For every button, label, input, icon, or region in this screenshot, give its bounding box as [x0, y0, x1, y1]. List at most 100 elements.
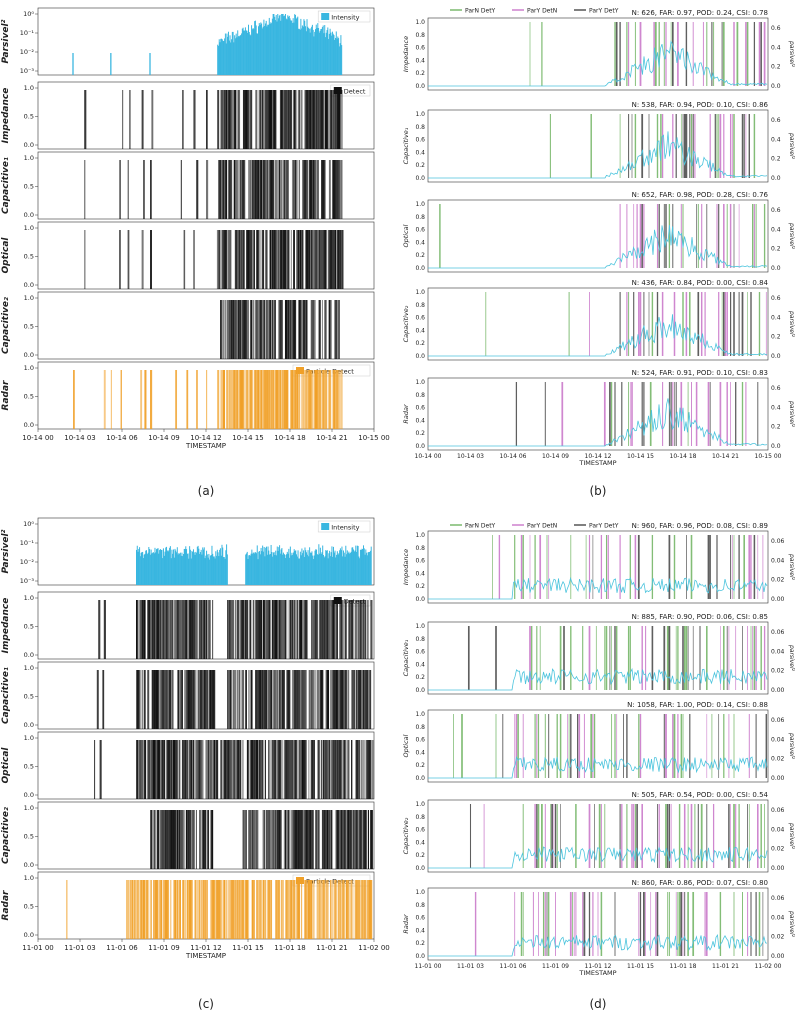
- intensity-bar: [223, 557, 225, 585]
- detect-bar: [262, 810, 264, 869]
- ytick-label: 0.0: [415, 775, 425, 782]
- detect-bar: [280, 880, 283, 939]
- detect-bar: [183, 230, 186, 289]
- detect-bar: [330, 880, 332, 939]
- detect-bar: [234, 880, 237, 939]
- detect-bar: [151, 670, 154, 729]
- detect-bar: [239, 230, 241, 289]
- detect-bar: [204, 810, 207, 869]
- detect-bar: [157, 670, 160, 729]
- detect-bar: [158, 740, 161, 799]
- xtick-label: 11-01 21: [712, 963, 739, 970]
- detect-bar: [271, 810, 273, 869]
- detect-bar: [238, 670, 241, 729]
- intensity-bar: [272, 14, 274, 75]
- detect-bar: [84, 160, 86, 219]
- intensity-bar: [233, 42, 235, 75]
- detect-bar: [368, 740, 371, 799]
- detect-bar: [243, 300, 246, 359]
- detect-bar: [176, 740, 178, 799]
- detect-bar: [204, 670, 206, 729]
- detect-bar: [207, 600, 209, 659]
- detect-bar: [354, 810, 357, 869]
- detect-bar: [318, 880, 321, 939]
- intensity-bar: [251, 549, 253, 585]
- detect-bar: [138, 670, 140, 729]
- detect-bar: [341, 880, 344, 939]
- detect-bar: [308, 230, 311, 289]
- ytick-label: 0.5: [24, 623, 34, 631]
- detect-bar: [186, 740, 189, 799]
- detect-bar: [141, 230, 144, 289]
- detect-bar: [171, 740, 173, 799]
- detect-bar: [328, 810, 330, 869]
- detect-bar: [319, 90, 322, 149]
- intensity-bar: [210, 555, 212, 585]
- detect-bar: [136, 740, 138, 799]
- subplot-ylabel: Parsivel²: [1, 19, 11, 63]
- detect-bar: [325, 370, 328, 429]
- detect-bar: [224, 300, 227, 359]
- intensity-bar: [283, 553, 285, 585]
- detect-bar: [238, 90, 241, 149]
- detect-bar: [270, 230, 272, 289]
- intensity-bar: [276, 21, 278, 76]
- intensity-bar: [238, 36, 240, 75]
- detect-bar: [299, 300, 301, 359]
- intensity-bar: [318, 32, 320, 75]
- subplot-ylabel: Capacitive₁: [402, 127, 410, 164]
- detect-bar: [281, 90, 284, 149]
- detect-bar: [164, 740, 165, 799]
- intensity-bar: [192, 551, 194, 585]
- intensity-bar: [311, 26, 313, 75]
- ytick-label: 0.4: [415, 749, 425, 756]
- detect-bar: [283, 810, 285, 869]
- detect-bar: [226, 300, 229, 359]
- intensity-bar: [294, 551, 296, 585]
- detect-bar: [328, 160, 331, 219]
- detect-bar: [278, 740, 280, 799]
- intensity-bar: [337, 36, 339, 75]
- ytick-label: 0.6: [415, 915, 425, 922]
- intensity-bar: [313, 555, 315, 585]
- ytick-label: 10⁻³: [20, 67, 35, 75]
- detect-bar: [184, 880, 187, 939]
- detect-bar: [256, 370, 259, 429]
- detect-bar: [326, 810, 329, 869]
- detect-bar: [182, 90, 184, 149]
- ytick-label: 0.0: [24, 791, 34, 799]
- detect-bar: [272, 810, 274, 869]
- detect-bar: [271, 600, 274, 659]
- intensity-bar: [246, 551, 248, 585]
- intensity-bar: [226, 33, 228, 75]
- y2tick-label: 0.04: [771, 648, 785, 655]
- intensity-bar: [148, 546, 150, 585]
- detect-bar: [314, 670, 316, 729]
- intensity-bar: [293, 22, 295, 75]
- detect-bar: [306, 370, 309, 429]
- detect-bar: [235, 90, 237, 149]
- detect-bar: [315, 230, 318, 289]
- intensity-bar: [220, 38, 222, 75]
- detect-bar: [261, 740, 263, 799]
- detect-bar: [295, 670, 297, 729]
- detect-bar: [249, 230, 252, 289]
- detect-bar: [362, 600, 364, 659]
- y2tick-label: 0.2: [771, 424, 781, 431]
- detect-bar: [296, 670, 299, 729]
- detect-bar: [294, 90, 296, 149]
- detect-bar: [199, 880, 201, 939]
- detect-bar: [322, 880, 325, 939]
- ytick-label: 0.8: [415, 636, 425, 643]
- ytick-label: 1.0: [415, 711, 425, 718]
- intensity-bar: [356, 551, 358, 585]
- detect-bar: [232, 300, 234, 359]
- detect-bar: [303, 160, 305, 219]
- subplot-ylabel: Impedance: [402, 36, 410, 72]
- detect-bar: [284, 90, 287, 149]
- detect-bar: [329, 370, 331, 429]
- detect-bar: [110, 370, 112, 429]
- detect-bar: [218, 160, 220, 219]
- ytick-label: 0.0: [415, 265, 425, 272]
